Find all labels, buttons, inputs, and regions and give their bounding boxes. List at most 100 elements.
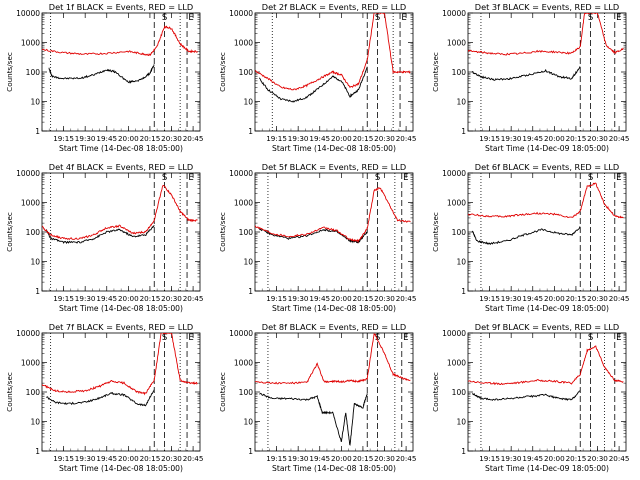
y-tick-label: 1 [248, 447, 253, 456]
series-lld-line [255, 13, 411, 91]
panel-2: Det 2f BLACK = Events, RED = LLD 1 10 100 10… [218, 2, 416, 153]
series-events-line [45, 225, 155, 244]
series-events-line [258, 228, 368, 244]
y-tick-label: 1 [35, 287, 40, 296]
x-tick-label: 20:45 [609, 294, 630, 303]
marker-label-S: S [375, 13, 380, 23]
panel-title: Det 9f BLACK = Events, RED = LLD [475, 322, 619, 332]
y-axis-label: Counts/sec [5, 372, 14, 412]
panel-7: Det 7f BLACK = Events, RED = LLD 1 10 100 10… [5, 322, 203, 473]
y-axis-label: Counts/sec [218, 372, 227, 412]
series-lld-line [42, 184, 198, 241]
x-tick-label: 19:15 [53, 454, 74, 463]
x-tick-label: 19:15 [53, 134, 74, 143]
x-tick-label: 20:30 [374, 134, 395, 143]
plot-frame [254, 332, 414, 452]
y-tick-label: 10 [456, 418, 466, 427]
panel-title: Det 3f BLACK = Events, RED = LLD [475, 2, 619, 12]
marker-label-S: S [375, 333, 380, 343]
series-lld-line [468, 182, 624, 219]
x-tick-label: 20:30 [374, 294, 395, 303]
x-tick-label: 19:15 [266, 134, 287, 143]
y-tick-label: 1000 [234, 359, 253, 368]
series-events-line [258, 66, 368, 103]
panel-title: Det 4f BLACK = Events, RED = LLD [49, 162, 193, 172]
marker-label-E: E [616, 13, 621, 23]
x-tick-label: 20:00 [118, 454, 139, 463]
marker-label-E: E [616, 333, 621, 343]
x-tick-label: 20:45 [183, 294, 204, 303]
y-tick-label: 1000 [447, 359, 466, 368]
y-tick-label: 100 [239, 68, 254, 77]
x-tick-label: 19:15 [479, 134, 500, 143]
series-events-line [472, 66, 581, 81]
y-tick-label: 1 [461, 447, 466, 456]
x-tick-label: 20:00 [331, 454, 352, 463]
y-tick-label: 1000 [21, 199, 40, 208]
y-tick-label: 100 [452, 388, 467, 397]
x-tick-label: 20:30 [587, 454, 608, 463]
y-tick-label: 1 [461, 127, 466, 136]
y-tick-label: 10 [243, 258, 253, 267]
y-axis-label: Counts/sec [431, 52, 440, 92]
x-tick-label: 20:15 [353, 134, 374, 143]
x-tick-label: 20:15 [140, 454, 161, 463]
x-axis-label: Start Time (14-Dec-08 18:05:00) [272, 464, 396, 473]
panel-4: Det 4f BLACK = Events, RED = LLD 1 10 100 10… [5, 162, 203, 313]
panel-8: Det 8f BLACK = Events, RED = LLD 1 10 100 10… [218, 322, 416, 473]
series-events-line [48, 64, 155, 84]
x-tick-label: 20:00 [331, 134, 352, 143]
x-tick-label: 20:00 [331, 294, 352, 303]
x-axis-label: Start Time (14-Dec-09 18:05:00) [485, 144, 609, 153]
x-tick-label: 20:45 [609, 454, 630, 463]
x-tick-label: 20:00 [118, 294, 139, 303]
y-tick-label: 10 [30, 258, 40, 267]
y-tick-label: 100 [239, 388, 254, 397]
y-tick-label: 1000 [234, 199, 253, 208]
x-tick-label: 20:00 [544, 294, 565, 303]
panel-title: Det 5f BLACK = Events, RED = LLD [262, 162, 406, 172]
y-tick-label: 1000 [447, 199, 466, 208]
marker-label-S: S [162, 13, 167, 23]
panel-6: Det 6f BLACK = Events, RED = LLD 1 10 100 10… [431, 162, 629, 313]
x-tick-label: 19:15 [479, 294, 500, 303]
x-axis-label: Start Time (14-Dec-09 18:05:00) [485, 464, 609, 473]
panel-title: Det 8f BLACK = Events, RED = LLD [262, 322, 406, 332]
y-tick-label: 10000 [16, 329, 40, 338]
x-tick-label: 19:45 [96, 294, 117, 303]
x-tick-label: 19:45 [309, 294, 330, 303]
y-tick-label: 100 [26, 68, 41, 77]
series-lld-line [255, 187, 411, 244]
x-tick-label: 19:30 [75, 134, 96, 143]
x-tick-label: 20:45 [609, 134, 630, 143]
marker-label-S: S [162, 333, 167, 343]
y-tick-label: 100 [452, 228, 467, 237]
panel-9: Det 9f BLACK = Events, RED = LLD 1 10 100 10… [431, 322, 629, 473]
x-tick-label: 19:30 [288, 294, 309, 303]
y-tick-label: 1000 [21, 359, 40, 368]
x-tick-label: 20:45 [396, 454, 417, 463]
marker-label-E: E [188, 333, 193, 343]
y-axis-label: Counts/sec [218, 52, 227, 92]
y-axis-label: Counts/sec [5, 52, 14, 92]
x-tick-label: 20:30 [161, 454, 182, 463]
x-tick-label: 20:30 [374, 454, 395, 463]
x-tick-label: 20:15 [353, 294, 374, 303]
plot-frame [41, 12, 201, 132]
panel-title: Det 1f BLACK = Events, RED = LLD [49, 2, 193, 12]
x-tick-label: 19:30 [501, 294, 522, 303]
x-tick-label: 19:15 [53, 294, 74, 303]
series-lld-line [42, 333, 198, 396]
y-axis-label: Counts/sec [218, 212, 227, 252]
marker-label-E: E [188, 173, 193, 183]
y-tick-label: 100 [26, 228, 41, 237]
x-tick-label: 20:00 [544, 134, 565, 143]
marker-label-S: S [162, 173, 167, 183]
y-tick-label: 1 [461, 287, 466, 296]
x-tick-label: 19:30 [288, 134, 309, 143]
x-tick-label: 19:45 [522, 134, 543, 143]
y-tick-label: 10 [243, 418, 253, 427]
plot-frame [467, 172, 627, 292]
series-lld-line [468, 13, 624, 56]
